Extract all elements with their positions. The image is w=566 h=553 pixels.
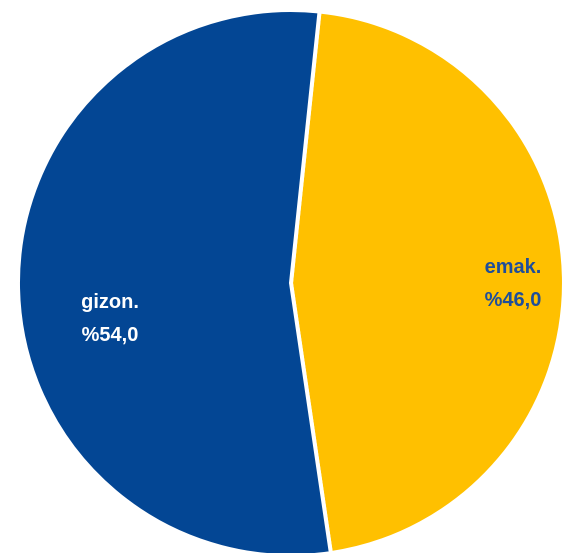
slice-label-emak: emak. — [485, 256, 542, 278]
slice-label-gizon: gizon. — [81, 291, 139, 313]
slice-value-emak: %46,0 — [485, 289, 542, 311]
pie-slice-gizon — [16, 8, 333, 553]
slice-value-gizon: %54,0 — [82, 324, 139, 346]
pie-slice-emak — [289, 9, 566, 553]
